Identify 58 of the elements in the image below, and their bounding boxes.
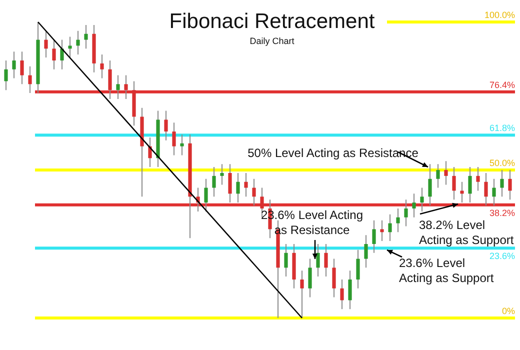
candlestick <box>308 258 312 298</box>
candlestick <box>332 258 336 298</box>
candlestick <box>20 51 24 85</box>
candlestick <box>52 39 56 70</box>
candlestick <box>428 164 432 206</box>
candlestick <box>4 60 8 91</box>
candlestick <box>44 30 48 58</box>
ref-line-label: 61.8% <box>489 123 515 134</box>
ref-line-label: 76.4% <box>489 80 515 90</box>
candlestick <box>404 199 408 227</box>
ref-line-label: 23.6% <box>489 251 515 262</box>
candlestick <box>356 249 360 289</box>
candlestick <box>316 244 320 278</box>
candlestick <box>68 36 72 58</box>
candlestick <box>204 178 208 212</box>
candlestick <box>372 220 376 254</box>
candlestick <box>220 164 224 186</box>
ref-line-label: 38.2% <box>489 208 515 218</box>
candlestick <box>508 170 512 200</box>
candlestick <box>76 30 80 56</box>
candlestick <box>396 208 400 233</box>
candlestick <box>28 66 32 94</box>
text: Daily Chart <box>250 36 295 46</box>
candlestick <box>12 51 16 79</box>
candlestick <box>492 178 496 206</box>
candlestick <box>180 134 184 156</box>
candlestick <box>388 214 392 242</box>
ref-line-label: 50.0% <box>489 158 515 168</box>
candlestick <box>500 170 504 198</box>
chart-title: Fibonaci Retracement <box>169 10 375 33</box>
annotation: 38.2% Level Acting as Support <box>419 218 514 247</box>
candlestick <box>244 172 248 198</box>
candlestick <box>164 110 168 141</box>
candlestick <box>436 164 440 188</box>
candlestick <box>100 54 104 79</box>
ref-line-label: 0% <box>502 306 515 316</box>
candlestick <box>348 270 352 310</box>
candlestick <box>420 187 424 212</box>
candlestick <box>324 244 328 278</box>
candlestick <box>284 244 288 278</box>
candlestick <box>300 270 304 318</box>
candlestick <box>340 279 344 310</box>
candlestick <box>476 166 480 192</box>
annotation: 50% Level Acting as Resistance <box>248 146 419 160</box>
ref-line-label: 100.0% <box>484 10 515 20</box>
candlestick <box>60 39 64 70</box>
candlestick <box>212 166 216 198</box>
candlestick <box>364 234 368 268</box>
candlestick <box>444 160 448 186</box>
candlestick <box>84 24 88 50</box>
candlestick <box>172 122 176 156</box>
candlestick <box>412 193 416 218</box>
candlestick <box>236 172 240 204</box>
candlestick <box>116 74 120 100</box>
candlestick <box>468 166 472 204</box>
candlestick <box>452 166 456 200</box>
candlestick <box>148 136 152 168</box>
candlestick <box>380 220 384 242</box>
